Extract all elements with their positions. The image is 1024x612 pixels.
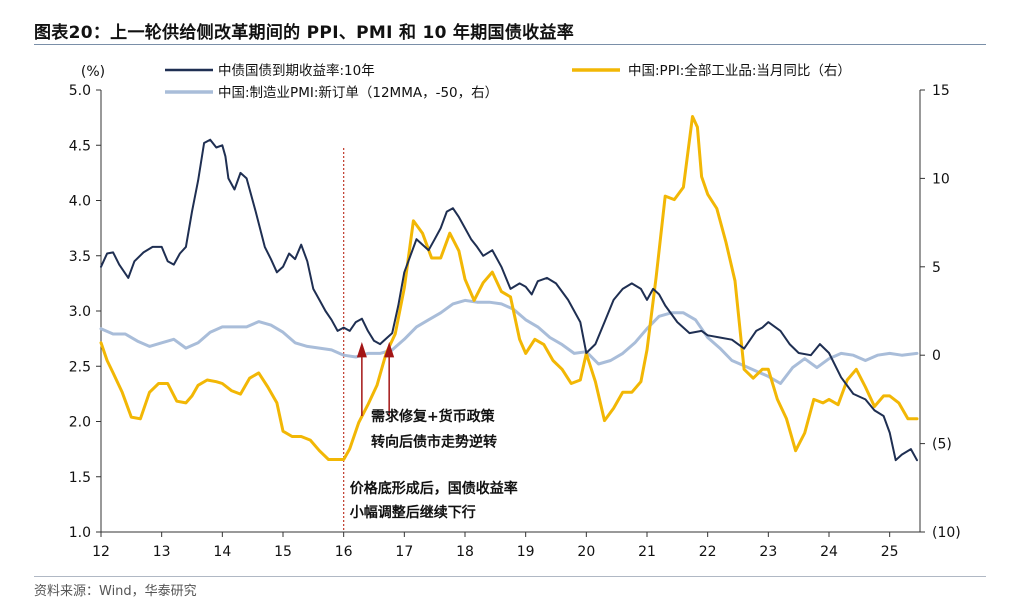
x-tick-label: 18: [456, 544, 474, 560]
chart-axes: 1.0 1.5 2.0 2.5 3.0 3.5 4.0 4.5 5.0 (10) (5) 0 5 10 15…: [69, 64, 961, 560]
x-tick-label: 22: [699, 544, 717, 560]
y-tick-label-left: 3.5: [69, 249, 91, 265]
y-tick-label-left: 4.0: [69, 194, 91, 210]
x-tick-label: 21: [638, 544, 656, 560]
y-tick-label-right: (10): [932, 525, 961, 541]
series-ppi-line: [99, 115, 919, 461]
y-tick-label-left: 4.5: [69, 138, 91, 154]
x-tick-label: 13: [153, 544, 171, 560]
y-unit-label: (%): [81, 64, 105, 80]
y-tick-label-right: (5): [932, 437, 952, 453]
x-tick-label: 25: [881, 544, 899, 560]
y-tick-label-right: 15: [932, 83, 950, 99]
y-tick-label-right: 0: [932, 348, 941, 364]
x-tick-label: 14: [213, 544, 231, 560]
legend-label: 中债国债到期收益率:10年: [218, 62, 375, 79]
annotation-arrowhead: [384, 341, 395, 358]
legend-label: 中国:制造业PMI:新订单（12MMA，-50，右）: [218, 85, 498, 101]
x-tick-label: 20: [577, 544, 595, 560]
x-tick-label: 23: [759, 544, 777, 560]
y-tick-label-left: 5.0: [69, 83, 91, 99]
x-tick-label: 19: [517, 544, 535, 560]
y-tick-label-left: 1.5: [69, 470, 91, 486]
annotation-text: 小幅调整后继续下行: [350, 504, 476, 521]
y-tick-label-left: 3.0: [69, 304, 91, 320]
annotation-arrowhead: [356, 341, 367, 358]
title-divider: [34, 44, 986, 45]
chart-legend: 中债国债到期收益率:10年 中国:PPI:全部工业品:当月同比（右） 中国:制造业P…: [165, 62, 851, 101]
source-divider: [34, 576, 986, 577]
annotation-text: 转向后债市走势逆转: [371, 433, 497, 450]
chart-series: [99, 115, 919, 462]
y-tick-label-right: 5: [932, 260, 941, 276]
figure-title: 图表20：上一轮供给侧改革期间的 PPI、PMI 和 10 年期国债收益率: [34, 23, 575, 43]
annotation-text: 需求修复+货币政策: [371, 408, 496, 425]
y-tick-label-right: 10: [932, 171, 950, 187]
y-tick-label-left: 2.0: [69, 415, 91, 431]
series-bond-yield-line: [100, 138, 918, 462]
annotation-text: 价格底形成后，国债收益率: [350, 480, 518, 497]
x-tick-label: 17: [395, 544, 413, 560]
source-note: 资料来源：Wind，华泰研究: [34, 584, 197, 599]
x-tick-label: 12: [92, 544, 110, 560]
x-tick-label: 16: [335, 544, 353, 560]
x-tick-label: 24: [820, 544, 838, 560]
y-tick-label-left: 2.5: [69, 359, 91, 375]
legend-label: 中国:PPI:全部工业品:当月同比（右）: [628, 62, 851, 79]
x-tick-label: 15: [274, 544, 292, 560]
y-tick-label-left: 1.0: [69, 525, 91, 541]
series-pmi-line: [99, 298, 919, 385]
